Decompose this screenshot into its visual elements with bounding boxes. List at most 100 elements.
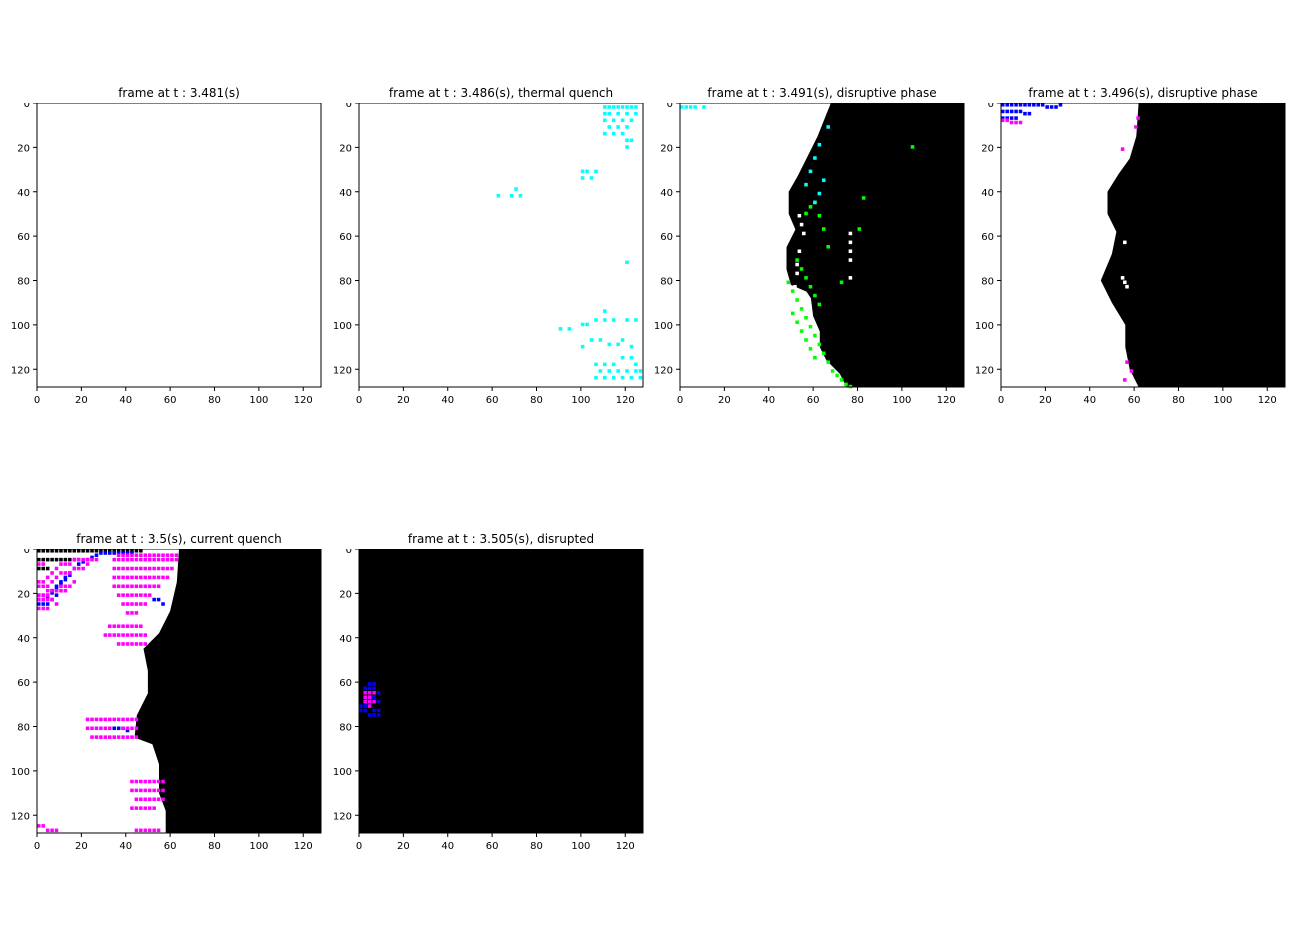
pixel-mark <box>54 549 59 553</box>
pixel-mark <box>795 298 799 302</box>
pixel-mark <box>125 584 130 589</box>
pixel-mark <box>45 595 50 600</box>
x-tick-label: 100 <box>892 395 911 406</box>
pixel-mark <box>367 704 372 708</box>
pixel-mark <box>76 562 81 566</box>
pixel-mark <box>125 726 130 731</box>
pixel-mark <box>509 193 514 198</box>
pixel-mark <box>808 324 813 329</box>
pixel-mark <box>108 735 112 739</box>
pixel-mark <box>804 338 808 342</box>
pixel-mark <box>45 828 50 833</box>
pixel-mark <box>830 369 835 373</box>
pixel-mark <box>161 575 165 580</box>
pixel-mark <box>45 606 50 611</box>
pixel-mark <box>130 806 134 810</box>
pixel-mark <box>585 169 589 174</box>
pixel-mark <box>363 704 367 708</box>
pixel-mark <box>112 717 116 722</box>
pixel-mark <box>41 597 45 602</box>
pixel-mark <box>121 551 125 555</box>
pixel-mark <box>116 553 121 557</box>
pixel-mark <box>594 375 598 380</box>
pixel-mark <box>822 351 826 356</box>
pixel-mark <box>143 788 148 793</box>
pixel-mark <box>63 588 68 593</box>
pixel-mark <box>99 551 103 555</box>
pixel-mark <box>152 575 156 580</box>
x-tick-label: 60 <box>164 395 177 406</box>
pixel-mark <box>76 566 81 571</box>
pixel-mark <box>161 557 165 562</box>
pixel-mark <box>1123 280 1127 285</box>
pixel-mark <box>94 549 99 553</box>
pixel-mark <box>37 584 41 589</box>
panel-1: frame at t : 3.481(s) 0 20 40 60 80 100 120 0 20… <box>11 86 329 426</box>
y-tick-label: 100 <box>11 767 30 778</box>
pixel-mark <box>795 320 799 324</box>
panel-2: frame at t : 3.486(s), thermal quench 0 2… <box>333 86 651 426</box>
pixel-mark <box>139 828 143 833</box>
x-tick-label: 20 <box>397 395 410 406</box>
pixel-mark <box>59 584 63 589</box>
pixel-mark <box>603 105 607 109</box>
pixel-mark <box>1001 118 1005 123</box>
pixel-mark <box>616 342 620 347</box>
pixel-mark <box>108 633 112 637</box>
pixel-mark <box>121 633 125 637</box>
pixel-mark <box>1136 116 1140 120</box>
pixel-mark <box>139 584 143 589</box>
x-tick-label: 100 <box>571 395 590 406</box>
pixel-mark <box>797 249 802 253</box>
pixel-mark <box>125 728 130 733</box>
pixel-mark <box>808 205 813 209</box>
y-tick-label: 0 <box>988 103 994 110</box>
pixel-mark <box>813 355 817 360</box>
pixel-mark <box>112 575 116 580</box>
pixel-mark <box>121 549 125 553</box>
pixel-mark <box>134 593 139 597</box>
pixel-mark <box>134 642 139 646</box>
pixel-mark <box>139 788 143 793</box>
pixel-mark <box>152 557 156 562</box>
pixel-mark <box>108 717 112 722</box>
pixel-mark <box>688 105 693 109</box>
pixel-mark <box>130 549 134 553</box>
pixel-mark <box>367 682 372 686</box>
pixel-mark <box>634 105 638 109</box>
pixel-mark <box>139 575 143 580</box>
pixel-mark <box>45 588 50 593</box>
pixel-mark <box>134 624 139 628</box>
y-tick-label: 120 <box>11 365 30 376</box>
pixel-mark <box>1129 369 1134 373</box>
pixel-mark <box>1009 109 1014 114</box>
pixel-mark <box>54 557 59 562</box>
pixel-mark <box>108 549 112 553</box>
pixel-mark <box>112 566 116 571</box>
image-background <box>37 103 321 387</box>
pixel-mark <box>68 571 72 575</box>
pixel-mark <box>112 726 116 731</box>
y-tick-label: 0 <box>667 103 673 110</box>
pixel-mark <box>125 549 130 553</box>
pixel-mark <box>363 691 367 695</box>
pixel-mark <box>848 231 853 236</box>
image-background <box>359 549 643 833</box>
pixel-mark <box>143 633 148 637</box>
pixel-mark <box>603 111 607 116</box>
pixel-mark <box>121 584 125 589</box>
pixel-mark <box>165 557 170 562</box>
x-tick-label: 40 <box>1083 395 1096 406</box>
pixel-mark <box>822 227 826 231</box>
pixel-mark <box>143 575 148 580</box>
pixel-mark <box>68 557 72 562</box>
pixel-mark <box>625 111 629 116</box>
pixel-mark <box>112 633 116 637</box>
pixel-mark <box>94 726 99 731</box>
pixel-mark <box>161 602 165 606</box>
pixel-mark <box>629 118 634 123</box>
pixel-mark <box>817 342 822 347</box>
pixel-mark <box>372 699 376 704</box>
pixel-mark <box>1005 116 1009 120</box>
x-tick-label: 0 <box>34 395 40 406</box>
